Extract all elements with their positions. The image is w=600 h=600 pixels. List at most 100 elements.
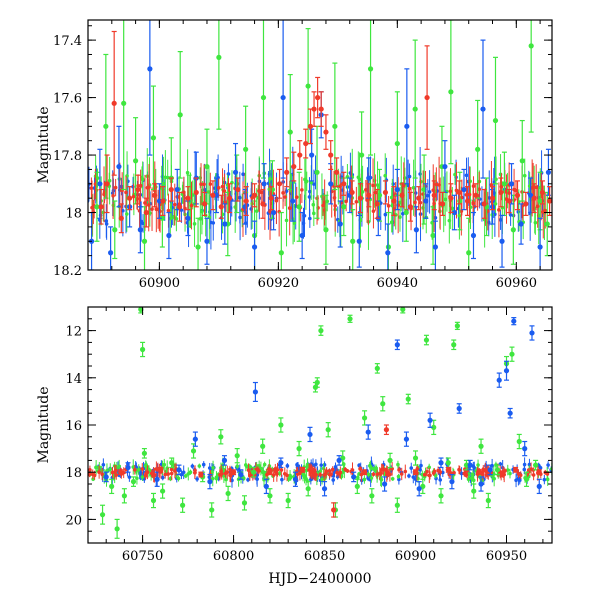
x-tick-label: 60900	[139, 276, 180, 291]
cloud-point	[92, 473, 97, 478]
cloud-point	[399, 472, 404, 476]
data-point	[103, 123, 109, 129]
cloud-point	[192, 222, 197, 226]
data-point	[412, 106, 418, 112]
data-point	[518, 221, 524, 227]
cloud-point	[163, 472, 168, 477]
cloud-point	[527, 462, 532, 467]
cloud-point	[199, 182, 203, 187]
x-tick-label: 60920	[258, 276, 299, 291]
cloud-point	[124, 212, 129, 216]
cloud-point	[268, 177, 272, 181]
data-point	[466, 250, 472, 256]
data-point	[361, 415, 368, 421]
data-point	[221, 457, 228, 463]
data-point	[243, 198, 249, 204]
cloud-point	[190, 464, 195, 468]
cloud-point	[426, 193, 430, 198]
cloud-point	[302, 213, 307, 218]
cloud-point	[319, 463, 324, 467]
cloud-point	[135, 476, 139, 481]
cloud-point	[161, 181, 166, 186]
data-point	[193, 189, 199, 196]
data-point	[303, 140, 309, 147]
cloud-point	[114, 473, 119, 477]
data-point	[470, 232, 477, 239]
data-point	[531, 195, 537, 201]
cloud-point	[111, 193, 115, 198]
cloud-point	[202, 182, 206, 187]
cloud-point	[409, 466, 414, 470]
data-point	[99, 512, 106, 518]
data-point	[210, 192, 216, 198]
cloud-point	[331, 478, 336, 482]
data-point	[509, 351, 515, 357]
cloud-point	[254, 209, 259, 213]
cloud-point	[464, 173, 469, 178]
cloud-point	[427, 465, 431, 470]
cloud-point	[350, 468, 355, 472]
cloud-point	[433, 473, 438, 478]
cloud-point	[150, 207, 154, 211]
cloud-point	[248, 473, 252, 478]
data-point	[332, 123, 338, 129]
cloud-point	[546, 463, 550, 467]
data-point	[285, 497, 291, 504]
data-point	[438, 460, 444, 466]
data-point	[430, 232, 436, 239]
data-point	[174, 186, 180, 193]
data-point	[478, 443, 484, 449]
photometry-cloud	[88, 456, 552, 488]
cloud-point	[407, 174, 412, 179]
data-point	[349, 189, 355, 196]
cloud-point	[366, 476, 370, 480]
cloud-point	[447, 472, 452, 477]
cloud-point	[471, 472, 475, 477]
data-point	[461, 186, 467, 193]
data-point	[251, 192, 258, 198]
cloud-point	[214, 476, 219, 481]
data-point	[499, 238, 505, 244]
data-point	[269, 186, 276, 193]
data-point	[394, 186, 400, 193]
cloud-point	[396, 474, 401, 479]
cloud-point	[471, 201, 475, 205]
cloud-point	[176, 476, 181, 481]
cloud-point	[117, 464, 121, 469]
cloud-point	[97, 470, 101, 474]
data-point	[300, 467, 306, 473]
data-point	[139, 346, 146, 353]
cloud-point	[202, 187, 207, 192]
data-point	[341, 204, 347, 210]
series-green	[94, 20, 550, 270]
cloud-point	[241, 172, 245, 177]
data-point	[356, 238, 362, 244]
data-point	[399, 192, 405, 198]
cloud-point	[327, 468, 332, 473]
data-point	[423, 337, 430, 343]
data-point	[431, 192, 437, 198]
cloud-point	[314, 462, 318, 467]
data-point	[547, 198, 552, 204]
cloud-point	[197, 464, 202, 468]
cloud-point	[144, 471, 148, 476]
cloud-point	[277, 471, 282, 476]
data-point	[190, 448, 197, 454]
cloud-point	[94, 465, 98, 470]
cloud-point	[459, 471, 464, 476]
data-point	[416, 195, 422, 201]
cloud-point	[285, 464, 290, 468]
cloud-point	[101, 462, 106, 467]
top-light-curve-panel: 60900 60920 60940 60960 17.4 17.6 17.8 18 18.2 Ma…	[36, 19, 553, 291]
data-point	[385, 250, 391, 256]
cloud-point	[300, 188, 304, 192]
cloud-point	[471, 478, 476, 483]
cloud-point	[162, 462, 167, 467]
cloud-point	[104, 219, 109, 223]
cloud-point	[452, 470, 456, 475]
cloud-point	[255, 477, 259, 481]
data-point	[218, 204, 224, 210]
data-point	[311, 106, 317, 112]
y-tick-label: 18.2	[53, 264, 82, 279]
cloud-point	[238, 215, 242, 220]
